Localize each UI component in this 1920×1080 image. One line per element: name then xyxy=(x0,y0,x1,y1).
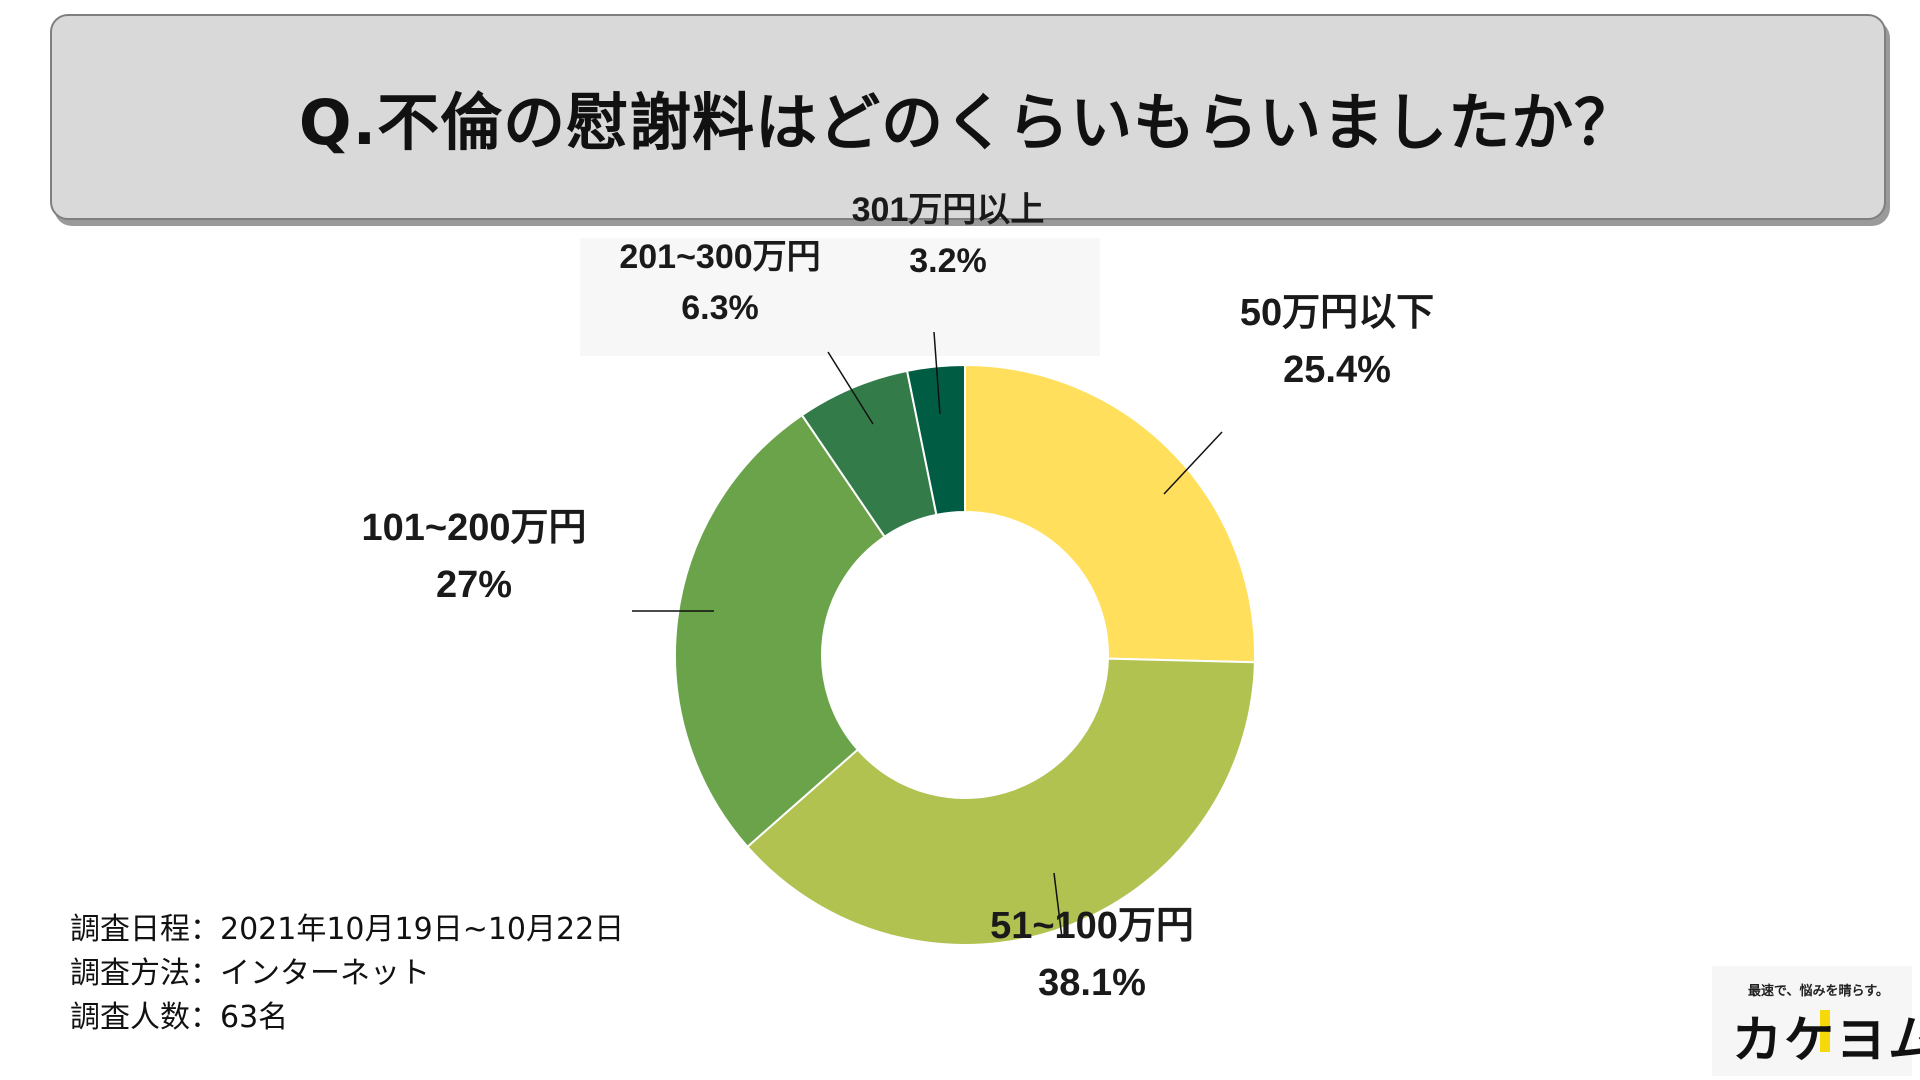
slice-label-4: 201~300万円 6.3% xyxy=(619,232,820,334)
slice-label-2: 51~100万円 38.1% xyxy=(990,898,1194,1012)
label-background xyxy=(580,238,1100,356)
survey-schedule: 調査日程：2021年10月19日~10月22日 xyxy=(70,912,625,947)
survey-method: 調査方法：インターネット xyxy=(70,956,430,991)
slice-label-3: 101~200万円 27% xyxy=(362,500,587,614)
slice-value-1: 25.4% xyxy=(1283,349,1391,391)
slice-3 xyxy=(674,413,887,849)
logo-accent-bar xyxy=(1820,1010,1830,1052)
slice-category-4: 201~300万円 xyxy=(619,238,821,276)
slice-5 xyxy=(905,363,966,517)
leader-line-5 xyxy=(933,331,941,415)
slice-category-3: 101~200万円 xyxy=(361,507,587,549)
survey-count: 調査人数：63名 xyxy=(70,1000,289,1035)
logo-tagline: 最速で、悩みを晴らす。 xyxy=(1748,984,1889,999)
logo-name: カケヨム xyxy=(1732,1011,1920,1069)
slice-category-1: 50万円以下 xyxy=(1239,292,1435,334)
slice-category-5: 301万円以上 xyxy=(851,191,1045,229)
slice-value-5: 3.2% xyxy=(909,242,987,280)
slice-label-1: 50万円以下 25.4% xyxy=(1240,285,1434,399)
title-banner: Q.不倫の慰謝料はどのくらいもらいましたか？ xyxy=(50,14,1886,220)
leader-line-2 xyxy=(1053,872,1063,939)
slice-value-4: 6.3% xyxy=(681,289,759,327)
slice-category-2: 51~100万円 xyxy=(990,905,1194,947)
slice-value-2: 38.1% xyxy=(1038,962,1146,1004)
slice-label-5: 301万円以上 3.2% xyxy=(852,185,1045,287)
chart-title: Q.不倫の慰謝料はどのくらいもらいましたか？ xyxy=(298,86,1638,159)
brand-logo: 最速で、悩みを晴らす。 カケヨム xyxy=(1712,966,1920,1076)
slice-value-3: 27% xyxy=(435,564,513,606)
leader-line-1 xyxy=(1163,431,1223,495)
leader-line-4 xyxy=(827,351,874,425)
slice-2 xyxy=(746,657,1256,946)
survey-notes: 調査日程：2021年10月19日~10月22日 調査方法：インターネット 調査人… xyxy=(70,908,624,1040)
slice-1 xyxy=(964,363,1256,664)
